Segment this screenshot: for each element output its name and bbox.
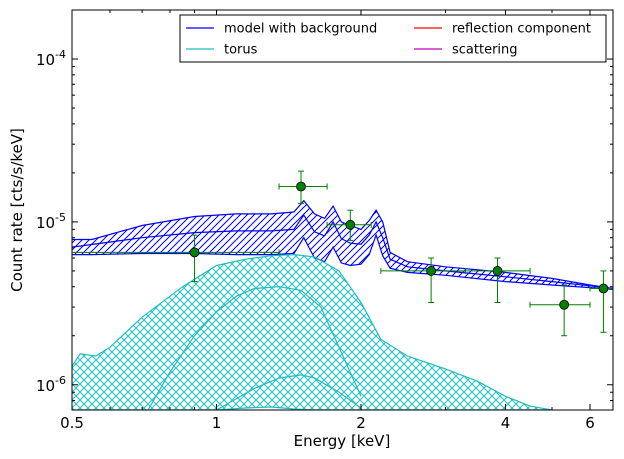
- data-marker: [189, 247, 200, 258]
- x-tick-label: 0.5: [60, 414, 84, 432]
- y-tick-label: 10-6: [36, 374, 66, 395]
- x-tick-label: 2: [356, 414, 366, 432]
- data-marker: [296, 181, 306, 192]
- data-marker: [559, 299, 570, 310]
- series-line-torus-2: [216, 374, 362, 410]
- y-tick-label: 10-4: [36, 48, 66, 69]
- x-axis-label: Energy [keV]: [294, 432, 391, 450]
- legend-label: model with background: [224, 22, 377, 37]
- data-marker: [426, 266, 437, 276]
- x-tick-label: 6: [585, 414, 595, 432]
- data-marker: [345, 219, 356, 230]
- band-torus-fill: [72, 254, 552, 410]
- band-model-with-background-fill: [72, 200, 613, 290]
- data-point-1: [278, 170, 328, 204]
- legend-entry-torus: torus: [186, 43, 258, 58]
- legend-entry-model-with-background: model with background: [186, 22, 377, 37]
- legend-label: scattering: [452, 43, 518, 58]
- legend-label: torus: [224, 43, 258, 58]
- plot-frame: [71, 9, 614, 411]
- data-point-2: [326, 209, 372, 241]
- legend: model with background torus reflection com…: [179, 14, 607, 63]
- data-marker: [492, 266, 503, 276]
- legend-entry-reflection-component: reflection component: [414, 22, 591, 37]
- data-marker: [598, 283, 609, 294]
- legend-box: [179, 14, 607, 63]
- data-point-4: [464, 257, 531, 303]
- band-model-with-background-lower: [72, 233, 613, 290]
- legend-entry-scattering: scattering: [414, 43, 518, 58]
- data-point-5: [529, 284, 591, 337]
- y-axis-label: Count rate [cts/s/keV]: [8, 128, 26, 292]
- x-tick-label: 4: [501, 414, 511, 432]
- legend-label: reflection component: [452, 22, 591, 37]
- series-line-torus-1: [147, 286, 362, 410]
- x-tick-label: 1: [212, 414, 222, 432]
- band-torus-upper: [72, 253, 553, 410]
- y-tick-label: 10-5: [36, 211, 66, 232]
